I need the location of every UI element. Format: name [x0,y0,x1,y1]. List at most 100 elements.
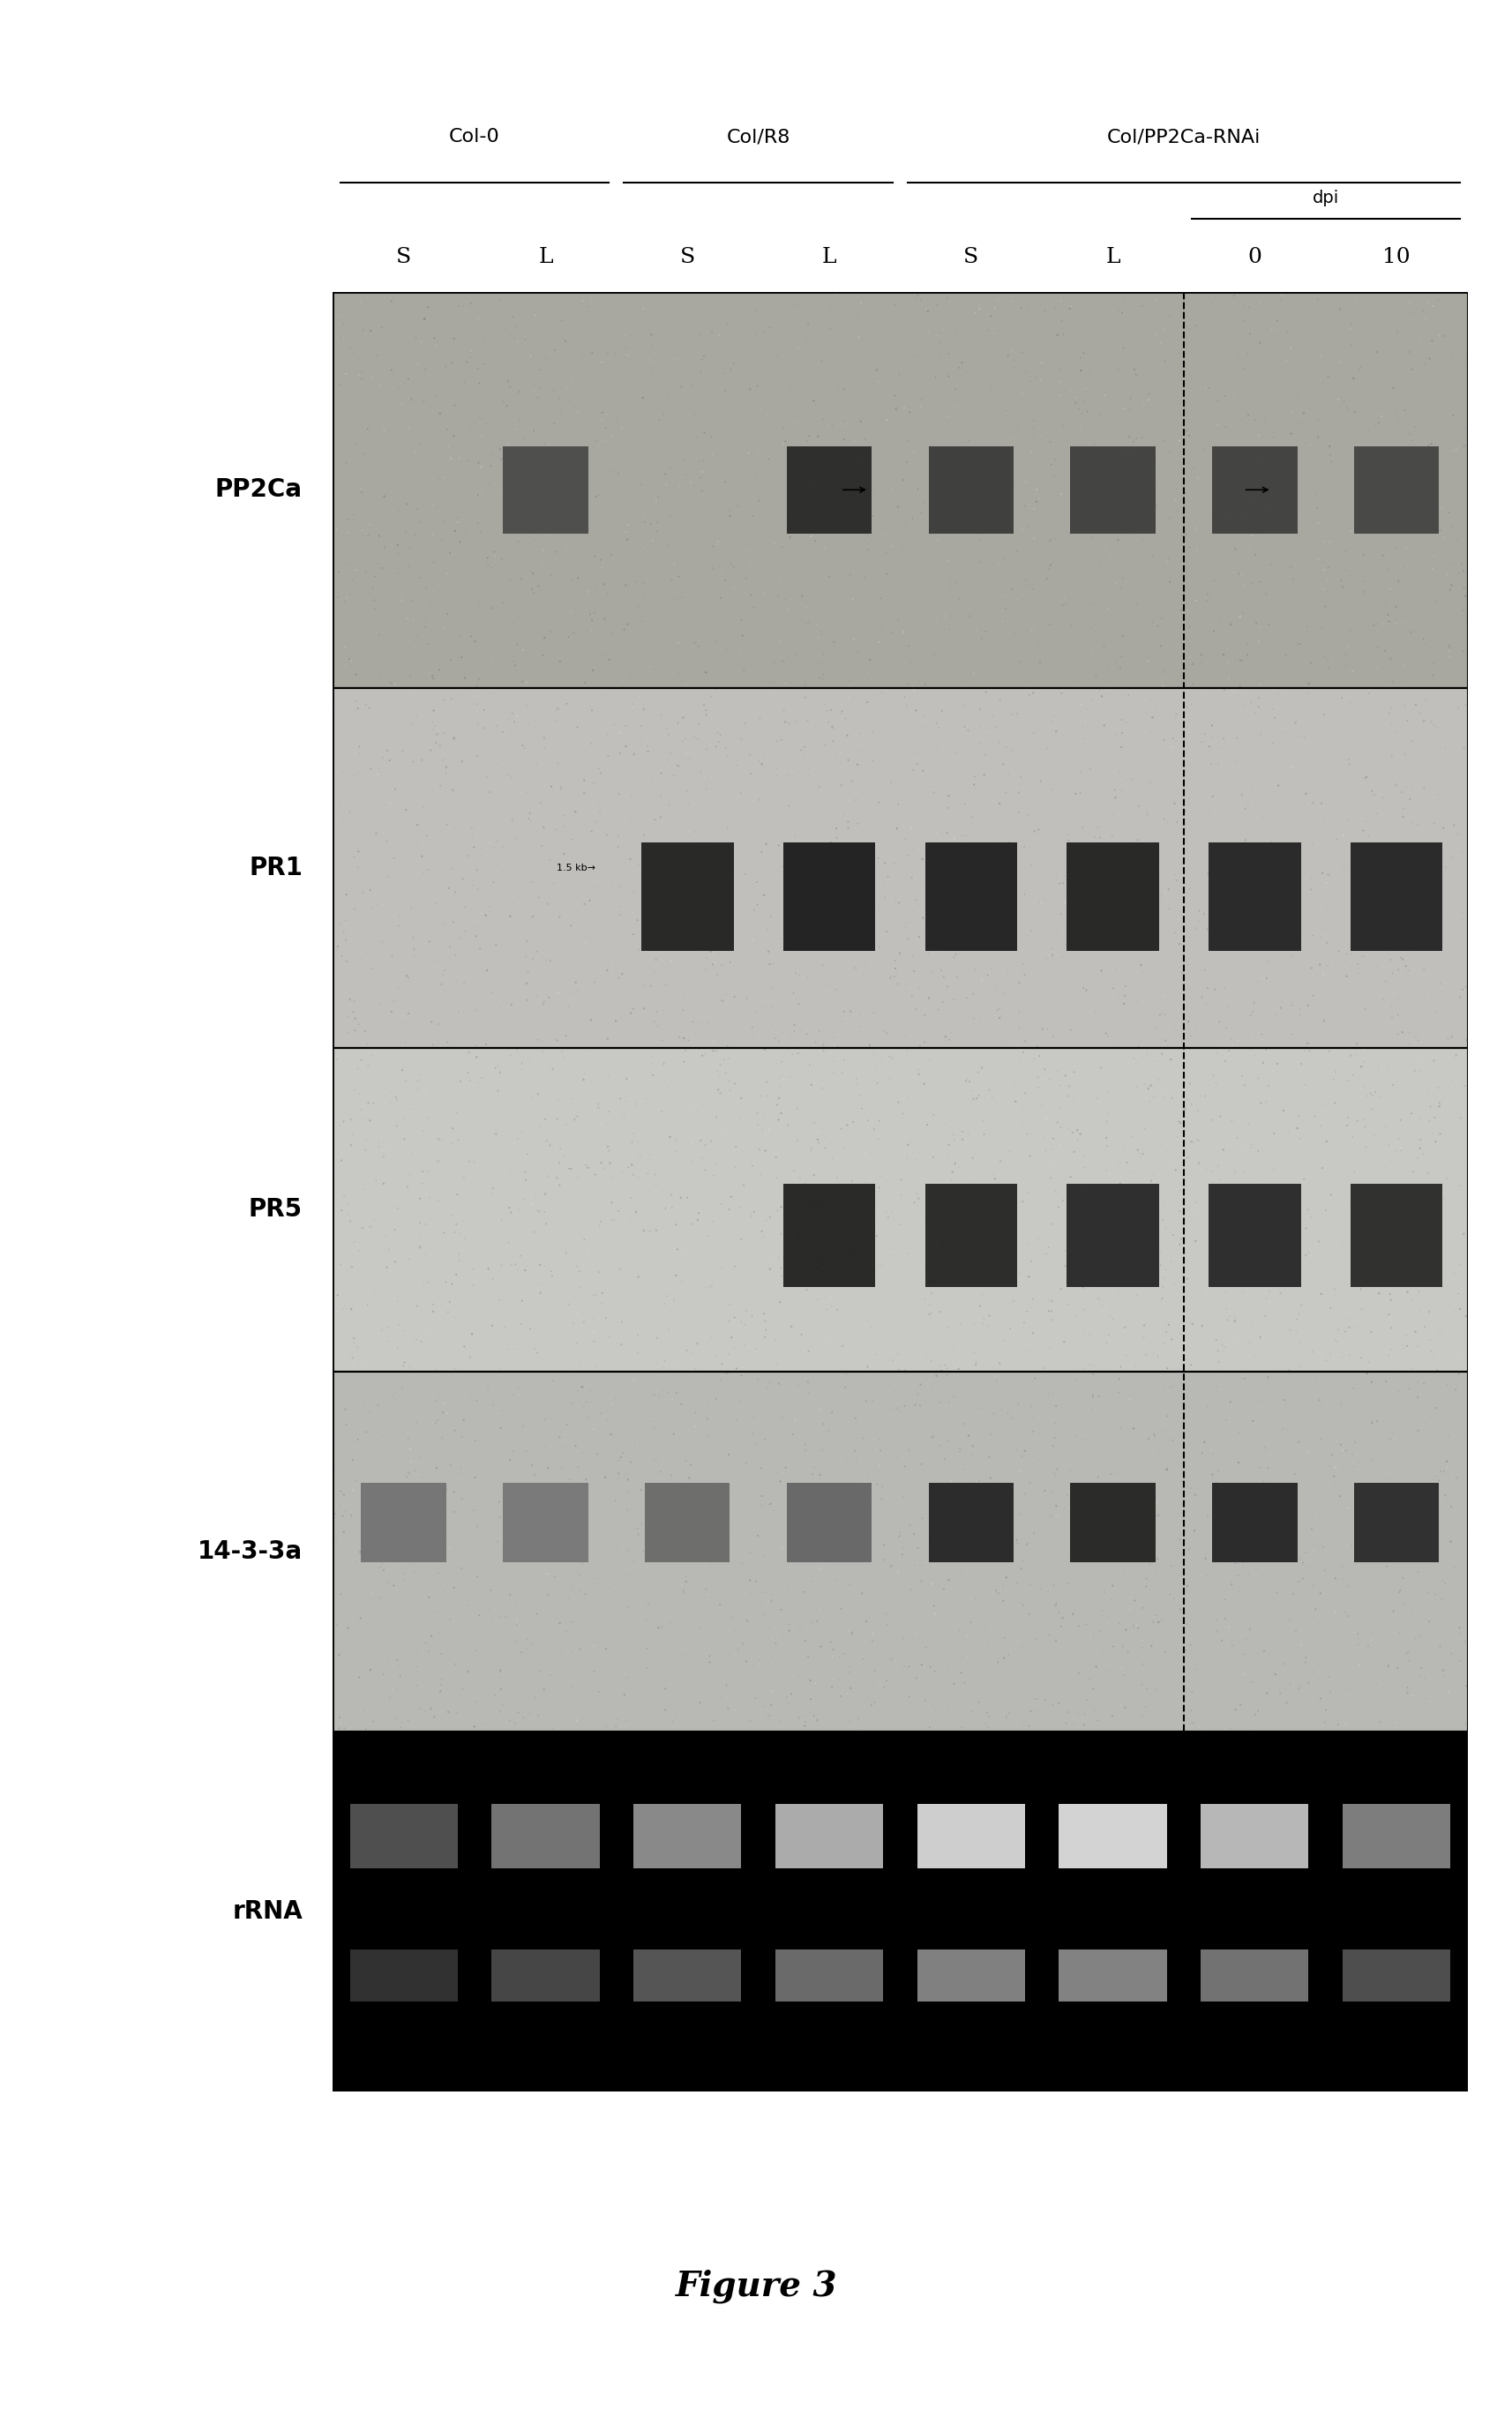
Point [898,1231,922,1270]
Point [886,1418,910,1457]
Point [357,1085,381,1124]
Point [718,944,742,983]
Point [410,1153,434,1192]
Point [903,858,927,897]
Point [771,486,795,525]
Point [936,776,960,815]
Point [898,1228,922,1267]
Point [408,1437,432,1476]
Point [1400,1153,1424,1192]
Point [655,710,679,749]
Point [1269,987,1293,1026]
Point [942,939,966,978]
Point [1158,727,1182,766]
Point [567,1267,591,1306]
Point [1208,727,1232,766]
Point [962,576,986,615]
Point [686,1021,711,1060]
Point [856,1199,880,1238]
Point [1250,1459,1275,1498]
Point [1154,1449,1178,1488]
Point [674,666,699,705]
Point [425,1318,449,1357]
Point [576,866,600,905]
Point [718,1070,742,1109]
Point [1373,876,1397,914]
Point [894,987,918,1026]
Point [392,302,416,340]
Point [950,1111,974,1150]
Point [732,854,756,893]
Point [1111,1162,1136,1201]
Point [723,1248,747,1287]
Point [1402,1051,1426,1090]
Point [912,1279,936,1318]
Point [1101,528,1125,567]
Point [1323,1423,1347,1462]
Point [1137,1009,1161,1048]
Point [1083,1265,1107,1304]
Point [1119,523,1143,562]
Point [688,1683,712,1722]
Point [466,1583,490,1622]
Point [587,1223,611,1262]
Point [443,873,467,912]
Point [1163,698,1187,737]
Point [375,907,399,946]
Point [564,1700,588,1739]
Point [963,610,987,649]
Point [467,584,491,623]
Point [1421,803,1445,841]
Point [367,1578,392,1617]
Point [989,1172,1013,1211]
Point [950,430,974,469]
Point [1132,990,1157,1029]
Point [578,1031,602,1070]
Point [738,754,762,793]
Point [594,1629,618,1668]
Point [1187,1707,1211,1746]
Point [1182,1221,1207,1260]
Point [880,734,904,773]
Point [851,1257,875,1296]
Point [714,1355,738,1394]
Point [801,749,826,788]
Point [1448,839,1473,878]
Point [688,1608,712,1646]
Point [1232,438,1256,477]
Point [375,1673,399,1712]
Point [561,749,585,788]
Point [1185,460,1210,499]
Point [1140,1155,1164,1194]
Point [1441,1547,1465,1586]
Point [1143,1671,1167,1710]
Point [910,1544,934,1583]
Point [423,1265,448,1304]
Point [1391,1586,1415,1625]
Point [692,1690,717,1729]
Point [411,1272,435,1311]
Point [434,1000,458,1038]
Point [1411,700,1435,739]
Point [1269,1530,1293,1569]
Point [1394,1673,1418,1712]
Point [782,1012,806,1051]
Point [553,530,578,569]
Point [330,1034,354,1073]
Point [407,698,431,737]
Point [1281,297,1305,336]
Point [502,1656,526,1695]
Point [745,1094,770,1133]
Point [1302,1126,1326,1165]
Point [820,1138,844,1177]
Point [1157,297,1181,336]
Bar [928,445,1013,533]
Point [1123,1576,1148,1615]
Point [1288,1539,1312,1578]
Point [1442,1111,1467,1150]
Point [525,593,549,632]
Point [1204,1367,1228,1406]
Point [889,749,913,788]
Point [570,1510,594,1549]
Point [1019,1243,1043,1282]
